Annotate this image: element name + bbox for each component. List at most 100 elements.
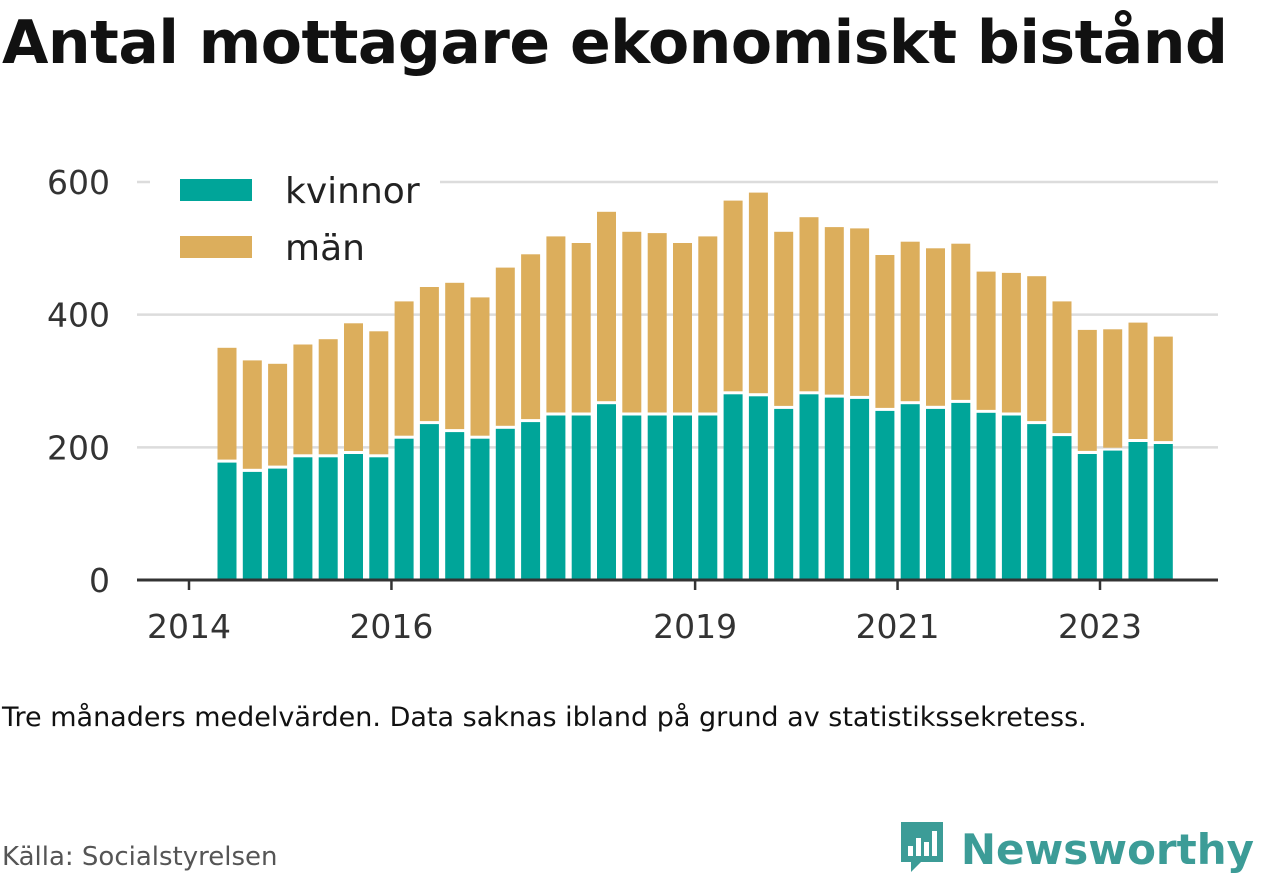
bar-kvinnor: [976, 412, 996, 580]
bar-kvinnor: [926, 408, 945, 580]
bar-män: [1103, 329, 1123, 448]
brand-logo: Newsworthy: [897, 818, 1254, 880]
bar-kvinnor: [673, 415, 692, 580]
bar-män: [419, 283, 439, 422]
y-tick-label: 0: [89, 561, 110, 600]
bar-kvinnor: [875, 410, 895, 580]
bar-kvinnor: [1027, 424, 1047, 580]
x-tick-label: 2021: [856, 607, 940, 646]
bar-kvinnor: [951, 402, 971, 580]
x-axis-labels: 2014 2016 2019 2021 2023: [147, 607, 1142, 646]
bar-kvinnor: [521, 422, 541, 580]
chart-note: Tre månaders medelvärden. Data saknas ib…: [2, 702, 1087, 733]
bar-kvinnor: [470, 438, 490, 580]
bar-män: [495, 267, 515, 426]
bar-kvinnor: [850, 398, 870, 580]
brand-name: Newsworthy: [960, 824, 1254, 874]
stacked-bar-chart: 0 200 400 600 2014 2016 2019 2021 2023 kvinnor m…: [47, 162, 1218, 646]
bar-män: [571, 243, 591, 413]
bar-män: [951, 243, 971, 400]
bar-män: [774, 231, 794, 406]
bar-män: [647, 233, 667, 413]
legend-swatch-män: [180, 236, 252, 258]
bar-kvinnor: [318, 457, 338, 580]
bar-kvinnor: [647, 415, 667, 580]
bar-kvinnor: [1077, 454, 1097, 580]
bar-kvinnor: [799, 394, 819, 580]
bar-män: [1027, 276, 1047, 422]
bar-män: [900, 241, 920, 402]
x-axis: [137, 578, 1218, 590]
bar-män: [1052, 301, 1072, 434]
bar-män: [850, 228, 870, 396]
bar-män: [1128, 322, 1148, 439]
x-tick-label: 2023: [1058, 607, 1142, 646]
legend-swatch-kvinnor: [180, 179, 252, 201]
bar-kvinnor: [824, 397, 844, 580]
bar-kvinnor: [622, 415, 642, 580]
bar-män: [748, 192, 768, 394]
bar-män: [369, 331, 389, 455]
bar-kvinnor: [1128, 442, 1148, 580]
bar-män: [445, 282, 465, 430]
y-tick-label: 600: [47, 163, 110, 202]
bar-män: [673, 243, 692, 413]
bar-kvinnor: [1052, 436, 1072, 580]
bar-män: [875, 255, 895, 408]
bar-män: [824, 227, 844, 395]
bar-män: [597, 211, 616, 402]
bar-kvinnor: [268, 468, 288, 580]
bar-kvinnor: [369, 457, 389, 580]
y-axis-labels: 0 200 400 600: [47, 163, 110, 600]
bar-kvinnor: [495, 428, 515, 580]
bar-kvinnor: [900, 404, 920, 580]
bar-män: [344, 323, 363, 451]
legend-label-män: män: [285, 228, 365, 269]
bar-kvinnor: [571, 415, 591, 580]
bar-kvinnor: [698, 415, 718, 580]
x-tick-label: 2019: [653, 607, 737, 646]
y-tick-label: 400: [47, 296, 110, 335]
bar-kvinnor: [723, 394, 743, 580]
bar-män: [470, 297, 490, 436]
bar-män: [698, 236, 718, 413]
bar-män: [926, 248, 945, 406]
bar-män: [242, 360, 262, 469]
x-tick-label: 2014: [147, 607, 231, 646]
bar-kvinnor: [774, 408, 794, 580]
bar-kvinnor: [293, 457, 313, 580]
bar-män: [1001, 272, 1021, 413]
bar-män: [1153, 336, 1173, 442]
source-credit: Källa: Socialstyrelsen: [2, 842, 278, 872]
bar-group: [217, 192, 1173, 580]
y-tick-label: 200: [47, 428, 110, 467]
bar-kvinnor: [748, 396, 768, 580]
bar-män: [293, 344, 313, 455]
bar-män: [546, 236, 566, 413]
bar-män: [394, 301, 414, 436]
bar-män: [217, 347, 237, 460]
bar-kvinnor: [394, 438, 414, 580]
bar-kvinnor: [217, 462, 237, 580]
x-tick-label: 2016: [349, 607, 433, 646]
legend: kvinnor män: [150, 162, 440, 287]
bar-män: [799, 217, 819, 392]
bar-kvinnor: [445, 432, 465, 580]
bar-kvinnor: [597, 404, 616, 580]
bar-män: [723, 200, 743, 392]
bar-män: [318, 339, 338, 455]
bar-kvinnor: [1103, 450, 1123, 580]
bar-män: [521, 254, 541, 420]
bar-män: [268, 363, 288, 466]
bar-kvinnor: [419, 424, 439, 580]
bar-kvinnor: [344, 454, 363, 580]
bar-kvinnor: [242, 471, 262, 580]
bar-kvinnor: [1001, 415, 1021, 580]
chart-title: Antal mottagare ekonomiskt bistånd: [2, 8, 1228, 78]
bar-chart-icon: [897, 818, 947, 880]
bar-män: [1077, 329, 1097, 451]
bar-kvinnor: [1153, 444, 1173, 580]
legend-label-kvinnor: kvinnor: [285, 171, 420, 212]
bar-män: [622, 231, 642, 413]
bar-män: [976, 271, 996, 410]
